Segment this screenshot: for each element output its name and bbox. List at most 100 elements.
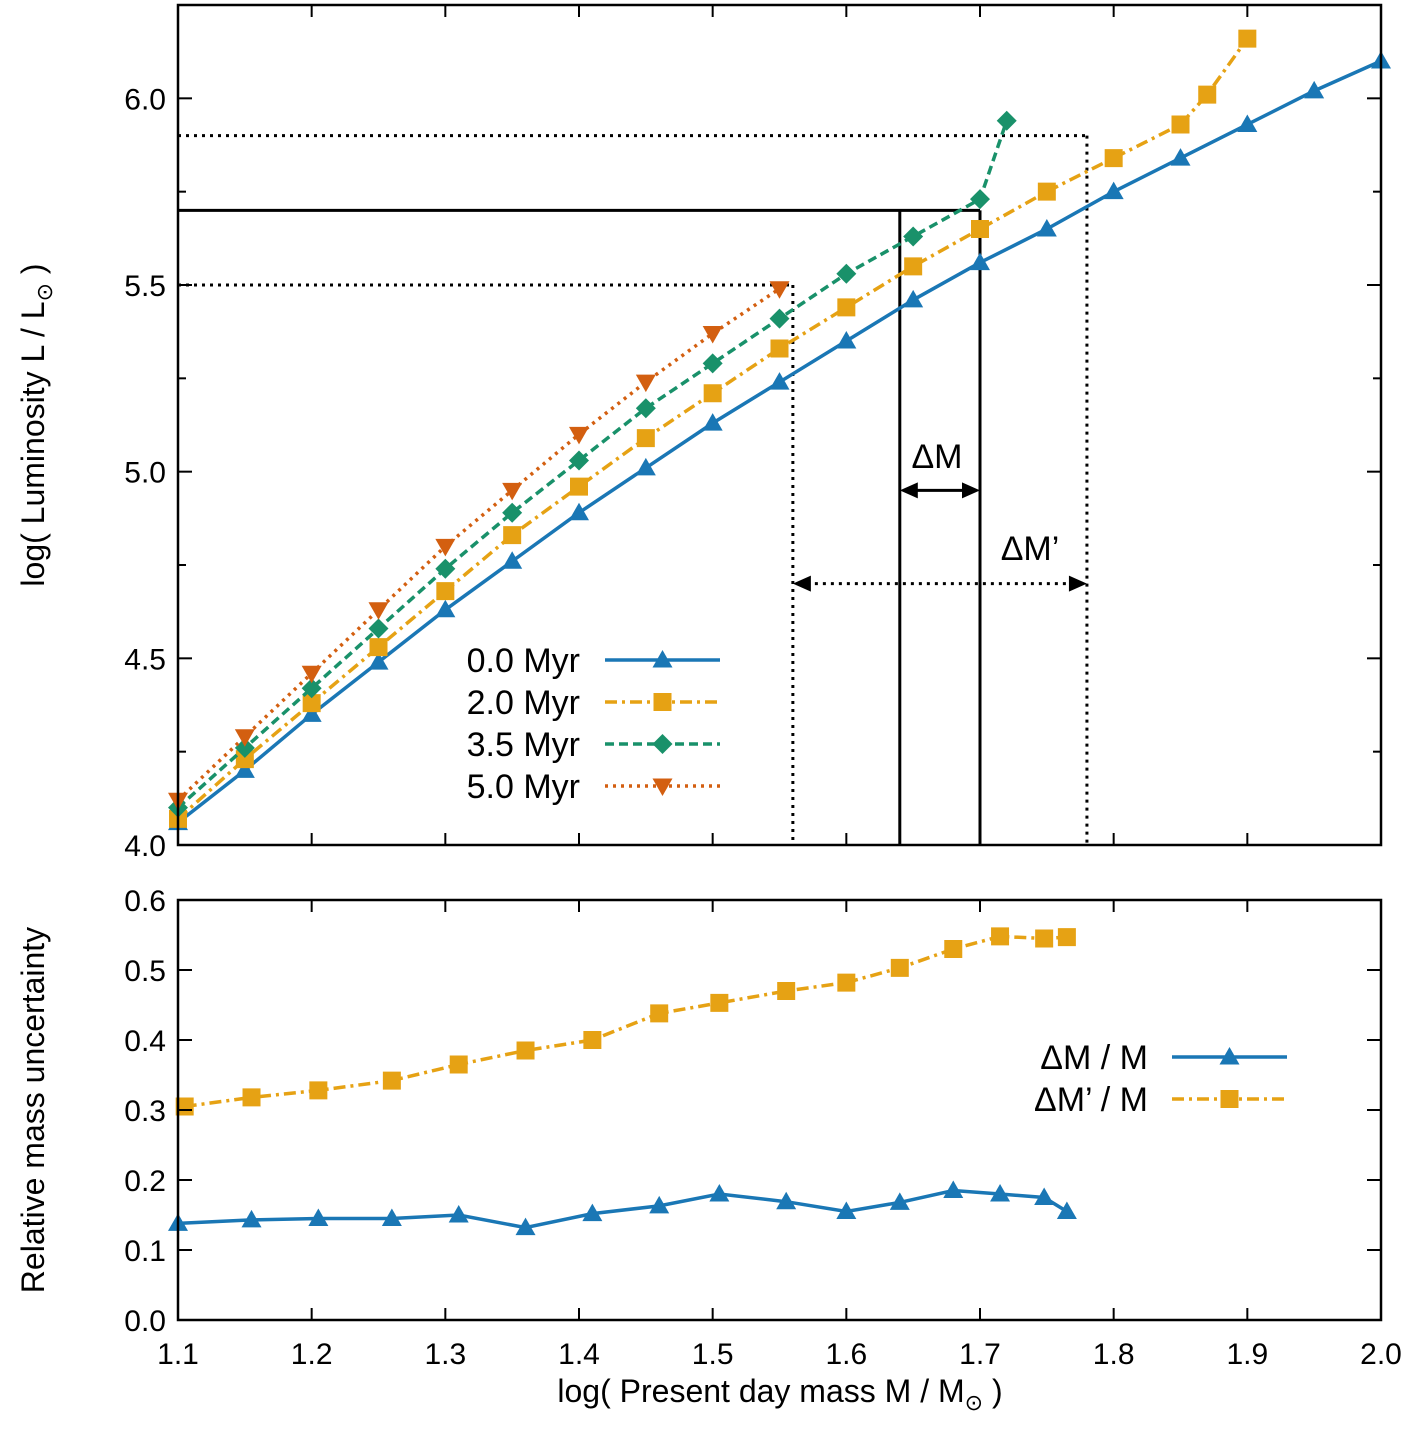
xtick-label-7: 1.8 bbox=[1093, 1338, 1135, 1371]
xtick-label-8: 1.9 bbox=[1226, 1338, 1268, 1371]
series-line-3 bbox=[176, 287, 781, 802]
delta-m-prime-label: ΔM’ bbox=[1001, 530, 1060, 568]
luminosity-axis-label: log( Luminosity L / L⊙ ) bbox=[15, 263, 57, 586]
top-ytick-label-4: 6.0 bbox=[124, 83, 166, 116]
top-ytick-label-3: 5.5 bbox=[124, 270, 166, 303]
xtick-label-9: 2.0 bbox=[1360, 1338, 1402, 1371]
data-point-2-6 bbox=[569, 450, 589, 471]
bottom-ytick-label-2: 0.2 bbox=[124, 1165, 166, 1198]
series-line-2 bbox=[176, 120, 1009, 809]
delta-m-arrow-head-right bbox=[962, 482, 980, 499]
legend-label-1: ΔM’ / M bbox=[1034, 1081, 1148, 1119]
bottom-legend: ΔM / M ΔM’ / M bbox=[1034, 1039, 1287, 1119]
data-point-1-6 bbox=[570, 477, 588, 496]
bottom-ytick-label-6: 0.6 bbox=[124, 885, 166, 918]
data-point-3-2 bbox=[301, 665, 322, 684]
data-point-0-10 bbox=[836, 1201, 857, 1219]
data-point-3-1 bbox=[234, 729, 255, 747]
bottom-ticks: 1.1 1.2 1.3 1.4 1.5 1.6 1.7 1.8 1.9 2.0 0.0 0.1 0.2 0… bbox=[124, 885, 1402, 1371]
data-point-0-5 bbox=[502, 551, 523, 569]
legend-label-3: 5.0 Myr bbox=[467, 768, 580, 806]
data-point-1-5 bbox=[503, 526, 522, 545]
top-ytick-label-1: 4.5 bbox=[124, 643, 166, 676]
legend-marker-0 bbox=[1219, 1047, 1240, 1065]
data-point-1-10 bbox=[837, 973, 856, 992]
data-point-0-6 bbox=[582, 1203, 603, 1222]
legend-marker-1 bbox=[1220, 1090, 1239, 1108]
xtick-label-0: 1.1 bbox=[157, 1338, 199, 1371]
data-point-1-5 bbox=[516, 1041, 535, 1060]
data-point-1-9 bbox=[777, 982, 796, 1000]
data-point-1-14 bbox=[1104, 149, 1123, 168]
data-point-2-1 bbox=[234, 737, 255, 758]
data-point-1-3 bbox=[369, 638, 388, 657]
legend-label-1: 2.0 Myr bbox=[467, 684, 580, 722]
data-point-1-16 bbox=[1198, 85, 1217, 104]
xtick-label-2: 1.3 bbox=[424, 1338, 466, 1371]
delta-m-prime-arrow-head-left bbox=[792, 575, 811, 592]
uncertainty-series bbox=[168, 927, 1077, 1236]
mass-range-guides bbox=[178, 134, 1089, 845]
data-point-0-17 bbox=[1304, 80, 1325, 99]
legend-marker-0 bbox=[652, 650, 673, 668]
data-point-1-1 bbox=[242, 1088, 261, 1107]
top-ytick-label-0: 4.0 bbox=[124, 830, 166, 863]
data-point-0-7 bbox=[635, 457, 656, 476]
data-point-2-4 bbox=[435, 558, 456, 579]
data-point-1-8 bbox=[710, 993, 729, 1012]
data-point-1-11 bbox=[890, 958, 909, 977]
data-point-1-13 bbox=[1037, 182, 1056, 201]
data-point-2-7 bbox=[635, 398, 656, 419]
data-point-0-13 bbox=[1036, 219, 1057, 237]
data-point-1-10 bbox=[837, 298, 856, 317]
data-point-1-3 bbox=[382, 1071, 401, 1090]
data-point-0-11 bbox=[903, 289, 924, 308]
data-point-0-12 bbox=[970, 252, 990, 271]
data-point-1-12 bbox=[944, 940, 963, 958]
delta-m-arrow-head-left bbox=[899, 482, 918, 499]
data-point-1-14 bbox=[1035, 929, 1054, 948]
uncertainty-panel: 1.1 1.2 1.3 1.4 1.5 1.6 1.7 1.8 1.9 2.0 0.0 0.1 0.2 0… bbox=[15, 885, 1402, 1415]
data-point-1-15 bbox=[1057, 928, 1076, 947]
mass-axis-label: log( Present day mass M / M⊙ ) bbox=[557, 1373, 1002, 1415]
data-point-0-7 bbox=[649, 1195, 670, 1214]
bottom-ytick-label-1: 0.1 bbox=[124, 1235, 166, 1268]
data-point-1-6 bbox=[583, 1031, 602, 1049]
bottom-ytick-label-4: 0.4 bbox=[124, 1025, 166, 1058]
data-point-0-4 bbox=[448, 1205, 469, 1223]
data-point-1-4 bbox=[449, 1055, 468, 1074]
xtick-label-3: 1.4 bbox=[558, 1338, 600, 1371]
data-point-2-11 bbox=[903, 226, 924, 247]
xtick-label-6: 1.7 bbox=[959, 1338, 1001, 1371]
data-point-0-15 bbox=[1170, 148, 1191, 166]
data-point-0-8 bbox=[709, 1184, 730, 1202]
data-point-0-5 bbox=[515, 1217, 536, 1236]
data-point-0-2 bbox=[308, 1208, 329, 1226]
data-point-0-12 bbox=[943, 1180, 964, 1198]
data-point-1-15 bbox=[1171, 115, 1190, 134]
data-point-3-9 bbox=[769, 281, 790, 299]
data-point-0-9 bbox=[769, 372, 790, 390]
data-point-2-3 bbox=[368, 618, 389, 639]
data-point-0-16 bbox=[1237, 114, 1258, 132]
data-point-2-9 bbox=[769, 308, 790, 329]
uncertainty-axis-label: Relative mass uncertainty bbox=[15, 927, 51, 1293]
legend-label-0: 0.0 Myr bbox=[467, 642, 580, 680]
data-point-2-13 bbox=[996, 110, 1017, 131]
data-point-0-3 bbox=[368, 652, 389, 670]
xtick-label-1: 1.2 bbox=[291, 1338, 333, 1371]
bottom-ytick-label-0: 0.0 bbox=[124, 1305, 166, 1338]
bottom-ytick-label-5: 0.5 bbox=[124, 955, 166, 988]
data-point-0-11 bbox=[889, 1192, 910, 1210]
series-line-1 bbox=[184, 934, 1067, 1109]
data-point-1-2 bbox=[309, 1081, 328, 1100]
data-point-0-13 bbox=[990, 1184, 1011, 1202]
data-point-1-11 bbox=[904, 257, 923, 276]
data-point-2-12 bbox=[970, 189, 990, 210]
data-point-0-10 bbox=[836, 331, 857, 349]
data-point-1-12 bbox=[971, 220, 989, 238]
series-line-1 bbox=[176, 37, 1249, 821]
delta-m-prime-arrow-head-right bbox=[1068, 575, 1087, 592]
data-point-0-9 bbox=[776, 1191, 797, 1210]
